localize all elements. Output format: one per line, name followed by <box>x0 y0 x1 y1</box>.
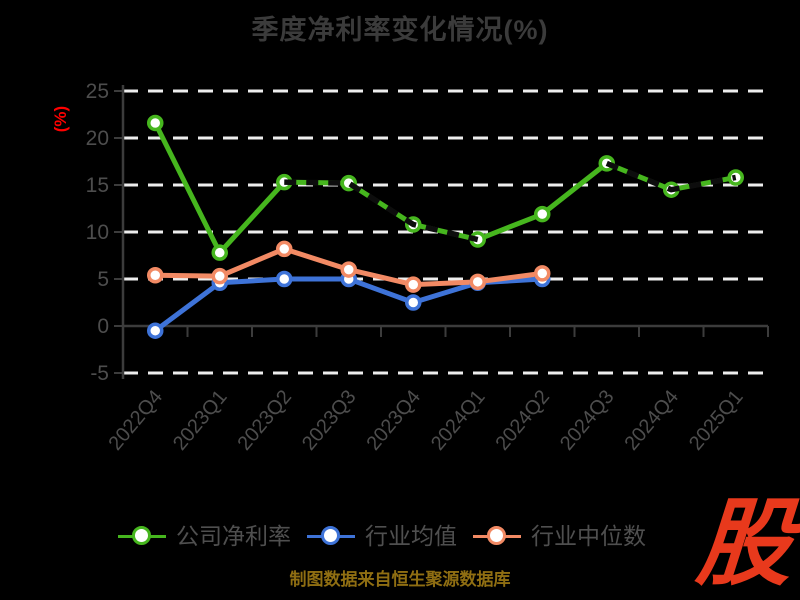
data-source-note: 制图数据来自恒生聚源数据库 <box>289 570 511 589</box>
data-point-marker[interactable] <box>211 244 228 261</box>
legend-label: 行业均值 <box>365 523 457 549</box>
legend: 公司净利率 行业均值 行业中位数 <box>118 524 646 548</box>
data-point-marker[interactable] <box>534 265 551 282</box>
logo-gu-watermark: 股 <box>693 491 796 597</box>
data-point-marker[interactable] <box>147 322 164 339</box>
line-marker-icon <box>307 525 355 547</box>
data-point-marker[interactable] <box>405 294 422 311</box>
x-tick-label: 2024Q2 <box>491 386 554 455</box>
x-tick-label: 2024Q4 <box>620 386 683 455</box>
data-point-marker[interactable] <box>211 267 228 285</box>
y-tick-label: 5 <box>97 268 109 291</box>
x-tick-label: 2022Q4 <box>104 386 167 455</box>
series-line <box>152 120 739 256</box>
x-tick-label: 2023Q2 <box>233 386 296 455</box>
y-tick-label: 0 <box>97 315 109 338</box>
x-tick-label: 2023Q4 <box>362 386 425 455</box>
line-marker-icon <box>118 525 166 547</box>
data-point-marker[interactable] <box>147 266 164 284</box>
data-point-marker[interactable] <box>534 205 551 223</box>
overlay-dashed-line <box>284 179 479 243</box>
legend-item-industry-mean[interactable]: 行业均值 <box>307 524 457 548</box>
data-point-marker[interactable] <box>276 240 293 258</box>
chart-title: 季度净利率变化情况(%) <box>251 15 549 45</box>
x-tick-label: 2023Q3 <box>298 386 361 455</box>
data-point-marker[interactable] <box>276 270 293 288</box>
y-axis-unit-label: (%) <box>51 105 70 133</box>
y-tick-label: 20 <box>86 127 109 150</box>
data-point-marker[interactable] <box>340 261 357 278</box>
y-tick-label: 15 <box>86 174 109 197</box>
line-marker-icon <box>473 525 521 547</box>
y-tick-label: 10 <box>86 221 109 244</box>
data-point-marker[interactable] <box>147 114 164 132</box>
x-tick-label: 2023Q1 <box>169 386 232 455</box>
y-tick-label: 25 <box>86 80 109 103</box>
x-tick-label: 2024Q3 <box>556 386 619 455</box>
x-tick-label: 2025Q1 <box>685 386 748 455</box>
x-tick-label: 2024Q1 <box>427 386 490 455</box>
data-point-marker[interactable] <box>469 273 486 291</box>
data-point-marker[interactable] <box>405 276 422 293</box>
legend-label: 公司净利率 <box>176 523 291 549</box>
legend-label: 行业中位数 <box>531 523 646 549</box>
y-tick-label: -5 <box>90 362 109 385</box>
legend-item-industry-median[interactable]: 行业中位数 <box>473 524 646 548</box>
overlay-dashed-line <box>605 160 737 193</box>
legend-item-company-net-margin[interactable]: 公司净利率 <box>118 524 291 548</box>
